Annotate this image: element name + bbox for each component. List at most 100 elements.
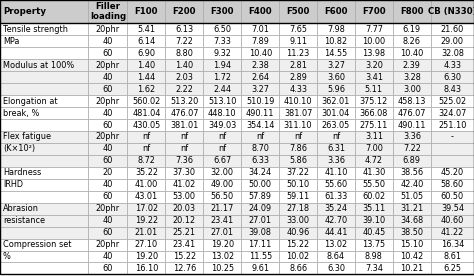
Text: 13.02: 13.02 [210,252,234,261]
Text: 6.13: 6.13 [175,25,193,34]
Text: 55.50: 55.50 [363,180,385,189]
Text: 448.10: 448.10 [208,108,237,118]
Text: 8.64: 8.64 [327,252,345,261]
Text: 27.01: 27.01 [210,228,234,237]
Text: 17.02: 17.02 [135,204,158,213]
Text: 5.96: 5.96 [327,85,345,94]
Bar [355,95,393,107]
Text: 38.56: 38.56 [400,168,423,177]
Text: 10.25: 10.25 [210,264,234,273]
Bar [89,95,128,107]
Bar [89,71,128,83]
Bar [165,0,203,23]
Bar [241,23,279,35]
Text: 3.60: 3.60 [327,73,345,82]
Text: 8.43: 8.43 [443,85,461,94]
Text: 16.34: 16.34 [441,240,464,249]
Text: 381.01: 381.01 [170,121,199,129]
Bar [393,59,431,71]
Bar [431,167,474,179]
Bar [355,191,393,203]
Text: F800: F800 [400,7,424,16]
Text: 40.60: 40.60 [441,216,464,225]
Text: 41.30: 41.30 [362,168,385,177]
Bar [128,23,165,35]
Bar [393,262,431,274]
Text: 8.98: 8.98 [365,252,383,261]
Text: 5.11: 5.11 [365,85,383,94]
Text: 8.61: 8.61 [443,252,462,261]
Bar [393,227,431,238]
Text: 40: 40 [103,144,113,153]
Text: F700: F700 [362,7,386,16]
Bar [89,59,128,71]
Text: Modulus at 100%: Modulus at 100% [3,61,74,70]
Bar [165,107,203,119]
Bar [241,227,279,238]
Bar [317,95,355,107]
Bar [317,179,355,191]
Text: 6.89: 6.89 [403,156,421,165]
Bar [128,203,165,215]
Bar [165,215,203,227]
Text: 31.21: 31.21 [400,204,423,213]
Bar [431,143,474,155]
Text: Property: Property [3,7,46,16]
Text: 60: 60 [103,156,113,165]
Text: %: % [3,252,11,261]
Bar [128,179,165,191]
Bar [0,251,89,262]
Bar [241,47,279,59]
Bar [279,203,317,215]
Bar [317,0,355,23]
Text: 10.40: 10.40 [400,49,423,58]
Bar [393,119,431,131]
Bar [279,23,317,35]
Text: 7.34: 7.34 [365,264,383,273]
Bar [0,95,89,107]
Bar [0,155,89,167]
Bar [355,179,393,191]
Text: nf: nf [256,132,264,142]
Text: 7.00: 7.00 [365,144,383,153]
Text: 513.10: 513.10 [208,97,237,106]
Bar [317,155,355,167]
Text: 1.40: 1.40 [137,61,155,70]
Bar [203,203,241,215]
Bar [203,95,241,107]
Text: 5.86: 5.86 [289,156,307,165]
Text: 4.72: 4.72 [365,156,383,165]
Text: 3.27: 3.27 [327,61,345,70]
Bar [89,191,128,203]
Text: 55.60: 55.60 [324,180,347,189]
Bar [279,191,317,203]
Bar [128,155,165,167]
Bar [317,23,355,35]
Bar [393,143,431,155]
Bar [431,179,474,191]
Text: 13.02: 13.02 [324,240,347,249]
Text: 2.22: 2.22 [175,85,193,94]
Text: 27.10: 27.10 [135,240,158,249]
Text: 4.33: 4.33 [443,61,461,70]
Text: Abrasion: Abrasion [3,204,39,213]
Bar [0,179,89,191]
Text: 7.65: 7.65 [289,25,307,34]
Text: 50.00: 50.00 [249,180,272,189]
Bar [279,262,317,274]
Text: 458.13: 458.13 [398,97,426,106]
Text: 60: 60 [103,264,113,273]
Text: 27.01: 27.01 [248,216,272,225]
Bar [128,191,165,203]
Bar [279,143,317,155]
Bar [89,155,128,167]
Text: 21.17: 21.17 [210,204,234,213]
Bar [241,143,279,155]
Text: 29.00: 29.00 [441,37,464,46]
Text: 12.76: 12.76 [173,264,196,273]
Bar [0,83,89,95]
Text: 430.05: 430.05 [132,121,161,129]
Text: 375.12: 375.12 [360,97,388,106]
Text: 6.50: 6.50 [213,25,231,34]
Bar [431,251,474,262]
